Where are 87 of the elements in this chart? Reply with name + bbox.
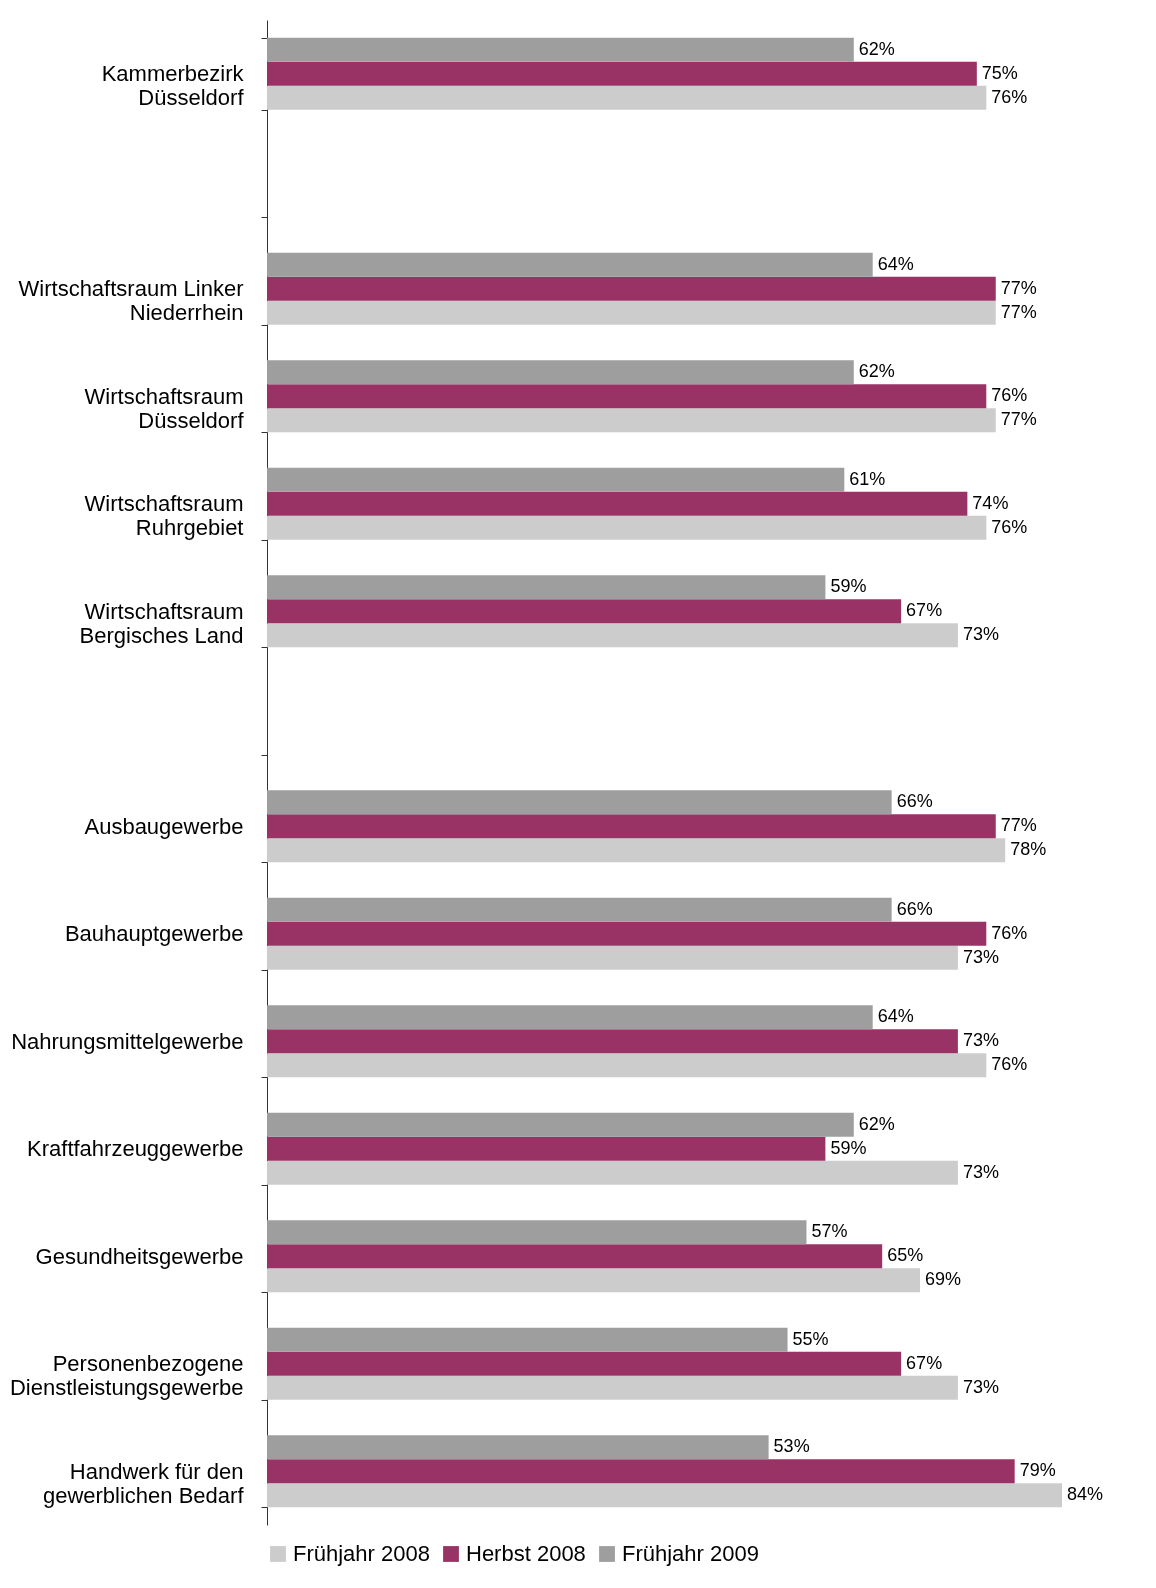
y-tick-label: Nahrungsmittelgewerbe: [11, 1028, 244, 1054]
bar: [267, 252, 873, 277]
bar: [267, 515, 987, 540]
bar: [267, 1005, 873, 1030]
data-label: 78%: [1010, 839, 1047, 860]
data-label: 59%: [830, 576, 867, 597]
legend-label: Frühjahr 2008: [293, 1541, 430, 1566]
bar: [267, 1136, 826, 1161]
data-label: 76%: [991, 516, 1028, 537]
data-label: 65%: [887, 1245, 924, 1266]
bar: [267, 491, 968, 516]
bar: [267, 790, 892, 815]
data-label: 76%: [991, 1054, 1028, 1075]
bar: [267, 360, 854, 385]
data-label: 76%: [991, 86, 1028, 107]
y-tick-label: Ausbaugewerbe: [84, 813, 244, 839]
bar: [267, 623, 958, 648]
y-tick-label: Kammerbezirk Düsseldorf: [101, 61, 245, 111]
data-label: 64%: [877, 253, 914, 274]
y-tick-label: Wirtschaftsraum Ruhrgebiet: [84, 491, 244, 541]
bar: [267, 1160, 958, 1185]
data-label: 77%: [1000, 815, 1037, 836]
data-label: 73%: [962, 1030, 999, 1051]
data-label: 76%: [991, 385, 1028, 406]
data-label: 62%: [858, 38, 895, 59]
y-tick-label: Handwerk für den gewerblichen Bedarf: [42, 1458, 245, 1508]
bar: [267, 276, 996, 301]
data-label: 69%: [925, 1269, 962, 1290]
legend-label: Herbst 2008: [466, 1541, 586, 1566]
bar: [267, 1351, 902, 1376]
data-label: 77%: [1000, 301, 1037, 322]
data-label: 67%: [906, 1352, 943, 1373]
bar: [267, 599, 902, 624]
bar: [267, 1327, 788, 1352]
bar: [267, 814, 996, 839]
y-tick-label: Personenbezogene Dienstleistungsgewerbe: [9, 1351, 244, 1401]
data-label: 77%: [1000, 277, 1037, 298]
bar: [267, 1053, 987, 1078]
bar: [267, 300, 996, 325]
bar: [267, 61, 977, 86]
bar: [267, 1112, 854, 1137]
data-label: 75%: [981, 62, 1018, 83]
bar: [267, 1029, 958, 1054]
data-label: 66%: [896, 898, 933, 919]
bar: [267, 37, 854, 62]
data-label: 64%: [877, 1006, 914, 1027]
bar: [267, 1268, 921, 1293]
bar: [267, 384, 987, 409]
bar: [267, 838, 1006, 863]
data-label: 66%: [896, 791, 933, 812]
data-label: 73%: [962, 946, 999, 967]
bar: [267, 408, 996, 433]
bar: [267, 1435, 769, 1460]
bar: [267, 1375, 958, 1400]
bar: [267, 85, 987, 110]
y-tick-label: Gesundheitsgewerbe: [35, 1243, 244, 1269]
data-label: 84%: [1067, 1484, 1104, 1505]
bar: [267, 1483, 1062, 1508]
y-tick-label: Kraftfahrzeuggewerbe: [27, 1136, 244, 1162]
data-label: 61%: [849, 468, 886, 489]
bar: [267, 921, 987, 946]
bar: [267, 897, 892, 922]
data-label: 77%: [1000, 409, 1037, 430]
data-label: 73%: [962, 1161, 999, 1182]
y-tick-label: Bauhauptgewerbe: [64, 921, 244, 947]
bar: [267, 1244, 883, 1269]
data-label: 73%: [962, 1376, 999, 1397]
data-label: 62%: [858, 361, 895, 382]
y-tick-label: Wirtschaftsraum Linker Niederrhein: [18, 276, 244, 326]
bar: [267, 1220, 807, 1245]
data-label: 76%: [991, 922, 1028, 943]
bar: [267, 1459, 1015, 1484]
legend-label: Frühjahr 2009: [622, 1541, 759, 1566]
data-label: 57%: [811, 1221, 848, 1242]
bar: [267, 575, 826, 600]
data-label: 59%: [830, 1137, 867, 1158]
data-label: 73%: [962, 624, 999, 645]
y-tick-label: Wirtschaftsraum Düsseldorf: [84, 383, 245, 433]
y-tick-label: Wirtschaftsraum Bergisches Land: [79, 598, 244, 648]
data-label: 53%: [773, 1436, 810, 1457]
data-label: 62%: [858, 1113, 895, 1134]
bar: [267, 945, 958, 970]
data-label: 55%: [792, 1328, 829, 1349]
data-label: 74%: [972, 492, 1009, 513]
data-label: 67%: [906, 600, 943, 621]
bar: [267, 467, 845, 492]
data-label: 79%: [1019, 1460, 1056, 1481]
